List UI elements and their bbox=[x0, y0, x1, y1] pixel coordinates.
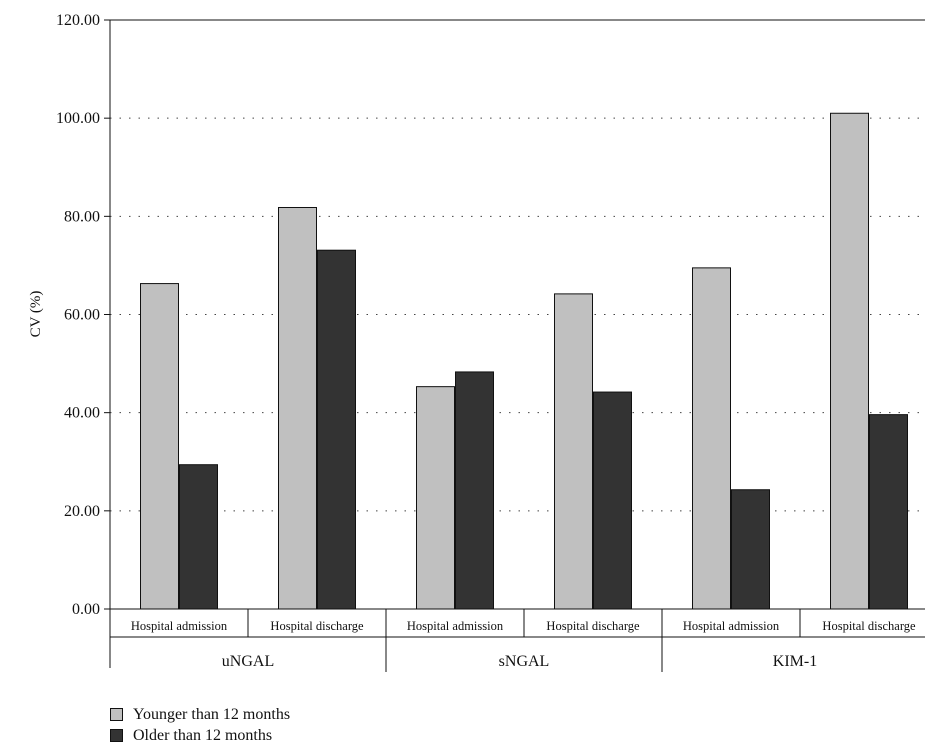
y-tick-label: 120.00 bbox=[56, 12, 100, 29]
legend-label-younger: Younger than 12 months bbox=[133, 705, 291, 723]
gridlines bbox=[110, 117, 925, 512]
legend: Younger than 12 months Older than 12 mon… bbox=[110, 704, 290, 746]
bar-younger bbox=[554, 293, 593, 610]
bar-younger bbox=[278, 206, 317, 610]
y-tick-label: 100.00 bbox=[56, 110, 100, 127]
group-label: KIM-1 bbox=[773, 653, 817, 670]
group-label: sNGAL bbox=[499, 653, 550, 670]
bar-older bbox=[593, 391, 632, 610]
legend-swatch-younger bbox=[110, 708, 123, 721]
category-label: Hospital admission bbox=[683, 619, 780, 633]
y-axis-title: CV (%) bbox=[28, 291, 44, 338]
y-tick-label: 0.00 bbox=[72, 601, 100, 618]
legend-item-younger: Younger than 12 months bbox=[110, 704, 290, 725]
bar-younger bbox=[830, 112, 869, 610]
bar-younger bbox=[416, 386, 455, 610]
group-labels: uNGAL sNGAL KIM-1 bbox=[222, 653, 817, 670]
bar-older bbox=[455, 371, 494, 610]
y-tick-label: 40.00 bbox=[64, 405, 100, 422]
bar-younger bbox=[140, 283, 179, 610]
bars bbox=[140, 112, 908, 610]
legend-item-older: Older than 12 months bbox=[110, 725, 290, 746]
bar-older bbox=[179, 464, 218, 610]
bar-chart: 0.00 20.00 40.00 60.00 80.00 100.00 120.00 Hos… bbox=[28, 12, 925, 672]
y-tick-label: 80.00 bbox=[64, 208, 100, 225]
legend-swatch-older bbox=[110, 729, 123, 742]
category-labels: Hospital admission Hospital discharge Hosp… bbox=[131, 619, 916, 633]
y-tick-labels: 0.00 20.00 40.00 60.00 80.00 100.00 120.00 bbox=[56, 12, 100, 618]
category-label: Hospital discharge bbox=[546, 619, 640, 633]
y-tick-label: 60.00 bbox=[64, 307, 100, 324]
group-label: uNGAL bbox=[222, 653, 274, 670]
bar-younger bbox=[692, 267, 731, 610]
bar-older bbox=[731, 489, 770, 610]
axes bbox=[104, 19, 925, 672]
category-label: Hospital discharge bbox=[822, 619, 916, 633]
category-label: Hospital discharge bbox=[270, 619, 364, 633]
y-tick-label: 20.00 bbox=[64, 503, 100, 520]
bar-older bbox=[869, 414, 908, 610]
legend-label-older: Older than 12 months bbox=[133, 726, 273, 744]
bar-older bbox=[317, 249, 356, 610]
category-label: Hospital admission bbox=[407, 619, 504, 633]
category-label: Hospital admission bbox=[131, 619, 228, 633]
